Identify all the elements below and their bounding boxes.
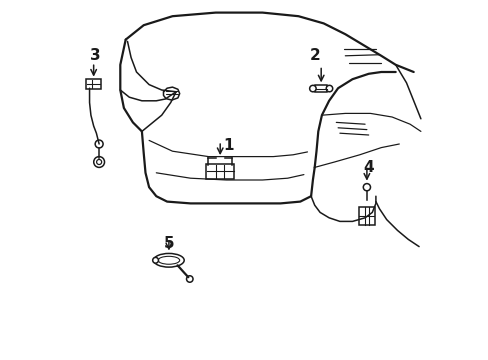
Circle shape (95, 140, 103, 148)
Circle shape (186, 276, 193, 282)
Circle shape (152, 257, 158, 263)
Ellipse shape (153, 253, 184, 267)
FancyBboxPatch shape (206, 164, 234, 179)
Circle shape (325, 85, 332, 92)
FancyBboxPatch shape (358, 207, 374, 225)
FancyBboxPatch shape (86, 79, 101, 89)
Ellipse shape (158, 256, 179, 264)
Text: 4: 4 (363, 160, 373, 175)
Circle shape (309, 85, 316, 92)
Circle shape (363, 184, 370, 191)
Circle shape (97, 159, 102, 165)
Text: 3: 3 (90, 48, 100, 63)
Text: 1: 1 (223, 138, 233, 153)
Circle shape (94, 157, 104, 167)
Text: 2: 2 (309, 48, 320, 63)
Text: 5: 5 (163, 235, 174, 251)
FancyBboxPatch shape (315, 85, 326, 92)
